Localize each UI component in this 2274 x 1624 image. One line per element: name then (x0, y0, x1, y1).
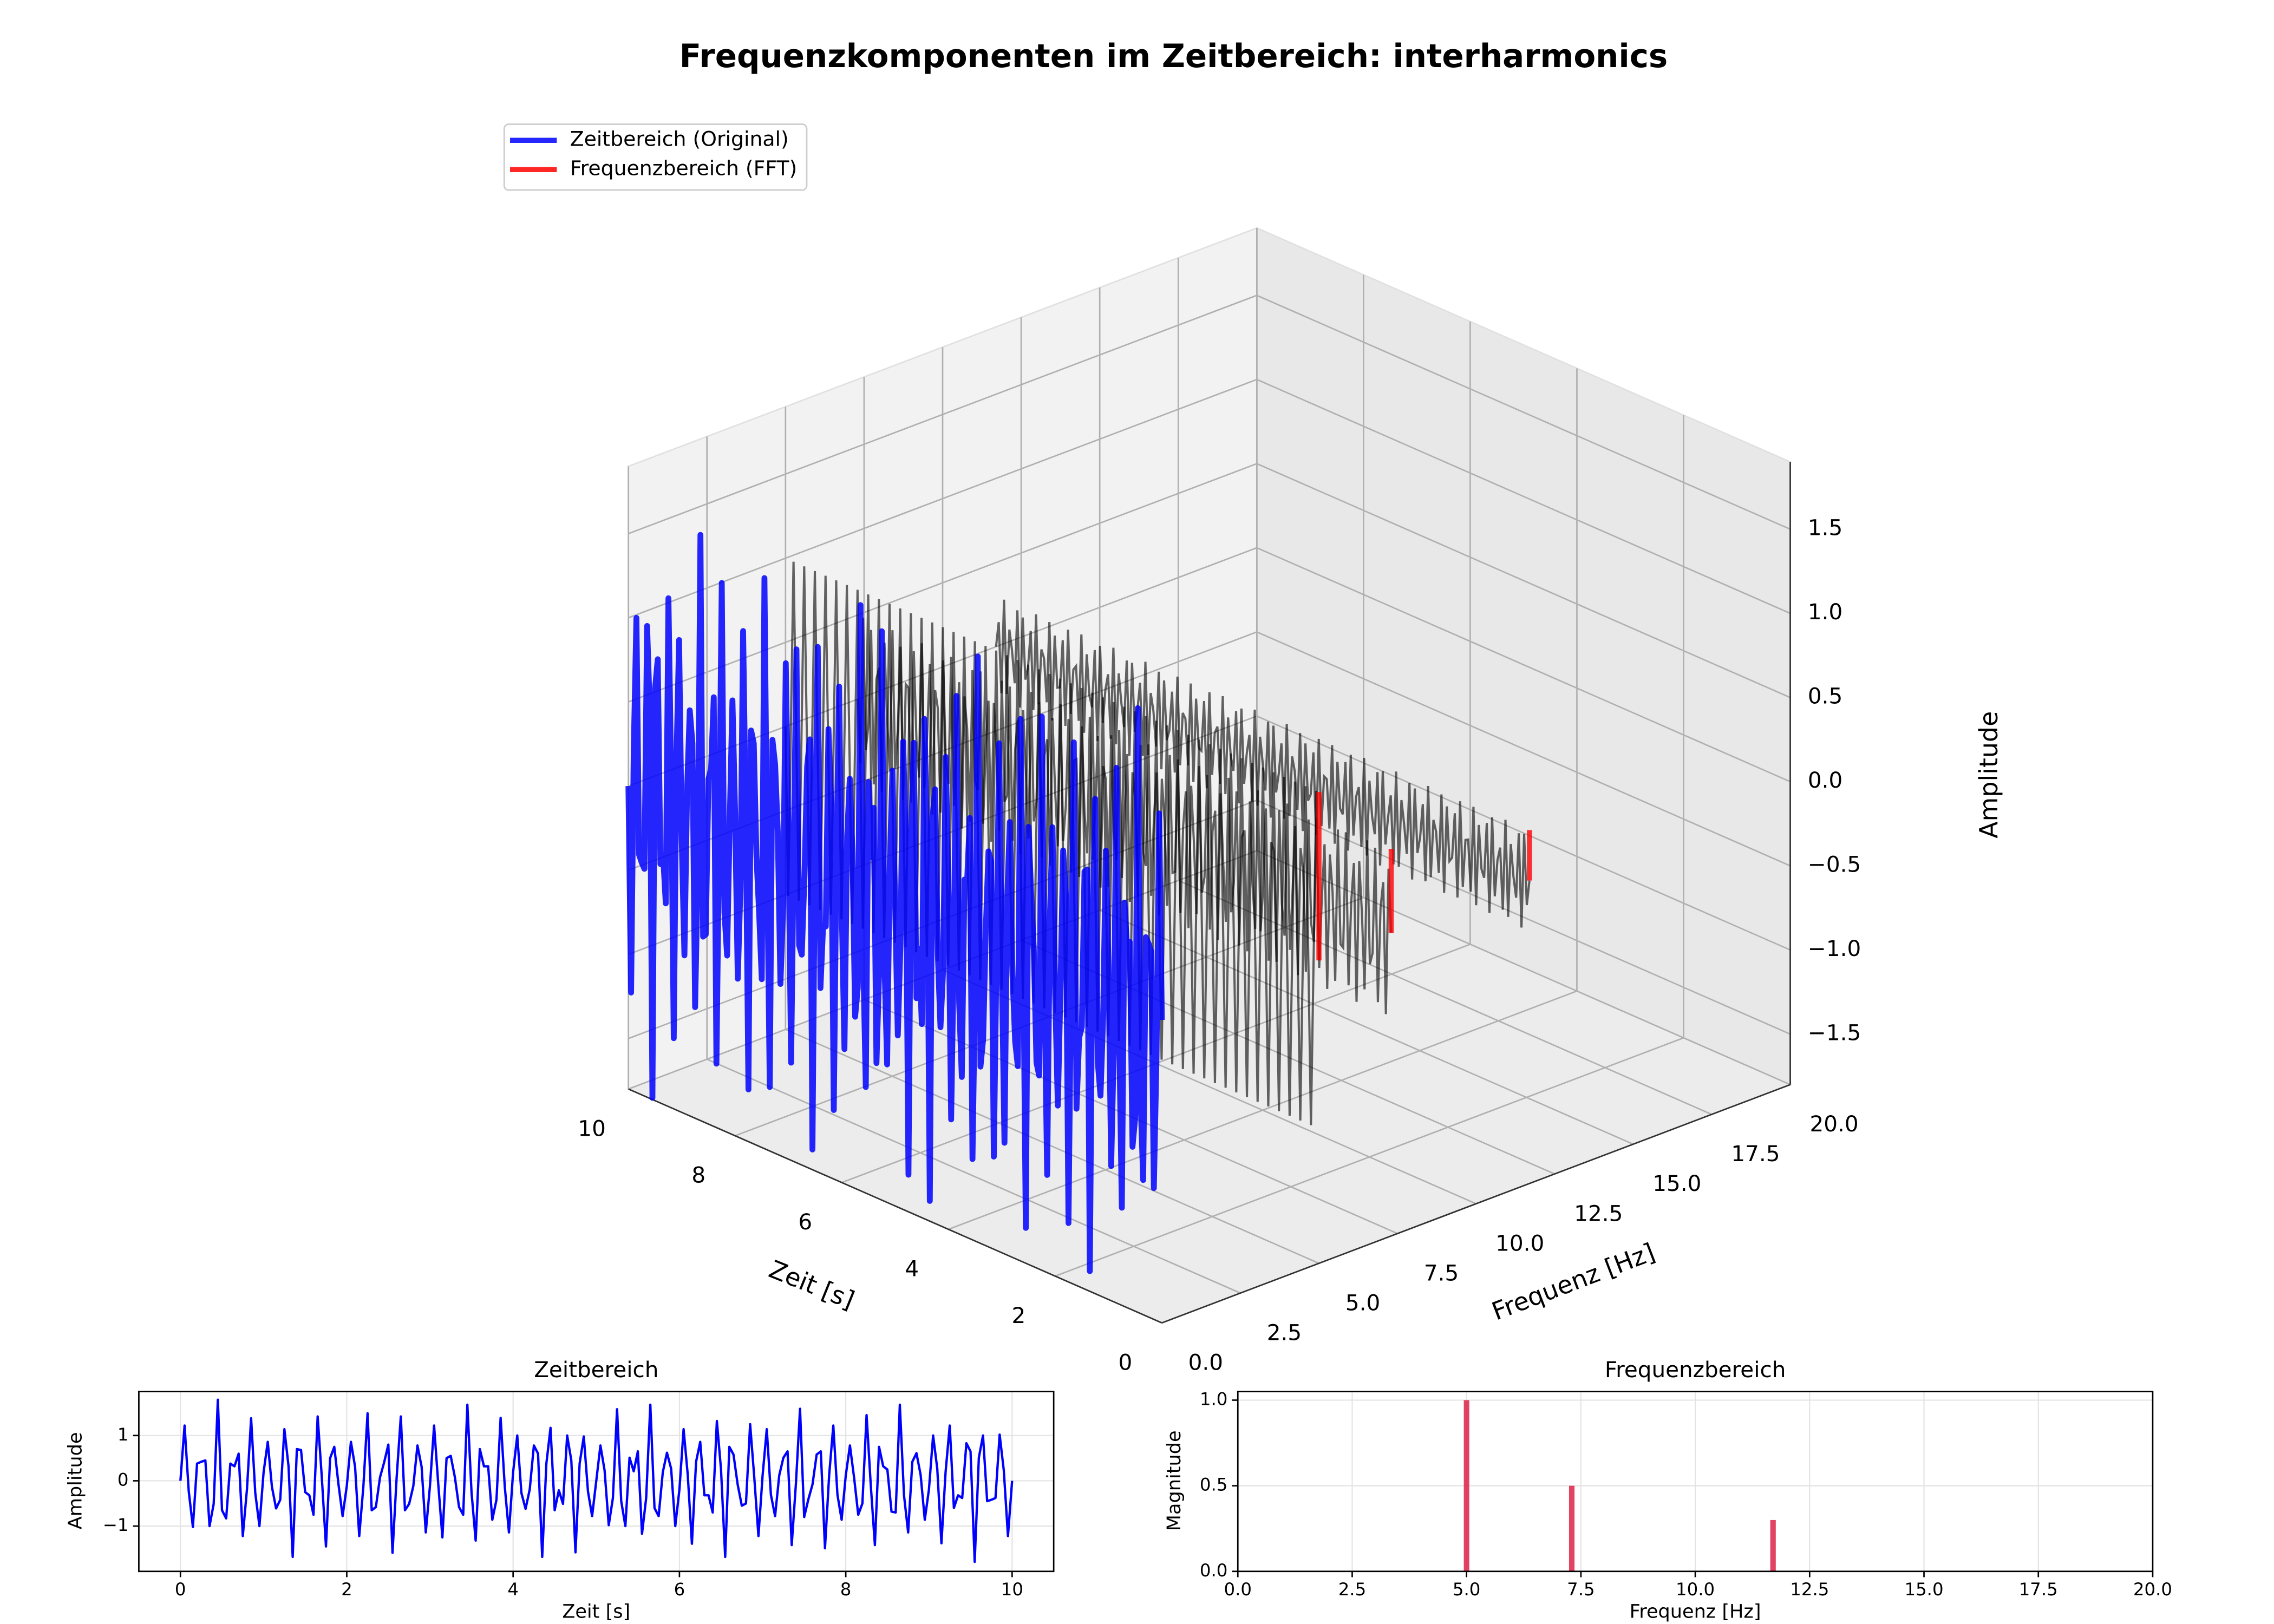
z-tick-label: 0.5 (1808, 683, 1842, 709)
grid-line (1256, 378, 1791, 614)
x-tick-label: 17.5 (2019, 1579, 2058, 1600)
x-tick-label: 6 (674, 1579, 685, 1600)
y-tick-label: 0.5 (1200, 1475, 1227, 1495)
subplot-title: Frequenzbereich (1605, 1357, 1786, 1383)
grid-line (1256, 294, 1791, 530)
y-tick-label: 1 (117, 1424, 129, 1445)
subplot-title: Zeitbereich (534, 1357, 658, 1383)
legend-label: Zeitbereich (Original) (570, 127, 789, 151)
grid-line (628, 378, 1257, 619)
z-axis-label: Amplitude (1974, 711, 2003, 839)
x-tick-label: 15.0 (1904, 1579, 1943, 1600)
grid-line (707, 1058, 1241, 1294)
z-tick-label: −1.5 (1808, 1019, 1861, 1045)
z-tick-label: −0.5 (1808, 851, 1861, 877)
grid-line (785, 1029, 1319, 1264)
x-axis-label: Zeit [s] (562, 1600, 630, 1622)
y-tick-label: 7.5 (1424, 1260, 1459, 1286)
x-tick-label: 0.0 (1224, 1579, 1252, 1600)
bar (1463, 1400, 1469, 1571)
grid-line (1256, 715, 1791, 951)
component-wave (995, 599, 1531, 928)
x-tick-label: 10 (1001, 1579, 1023, 1600)
line (179, 1398, 1014, 1563)
axis-line (628, 1088, 1162, 1324)
axis-line (1161, 1084, 1791, 1324)
z-tick-label: 1.5 (1808, 515, 1842, 541)
x-tick-label: 0 (1119, 1349, 1133, 1375)
x-tick-label: 2.5 (1338, 1579, 1366, 1600)
grid-line (1099, 909, 1633, 1145)
x-axis-label: Frequenz [Hz] (1630, 1600, 1761, 1622)
x-tick-label: 12.5 (1790, 1579, 1829, 1600)
grid-line (1256, 463, 1791, 698)
y-tick-label: 10.0 (1495, 1230, 1544, 1256)
z-tick-label: 0.0 (1808, 767, 1842, 793)
grid-line (1256, 850, 1791, 1085)
plot-frame (138, 1391, 1055, 1573)
legend-label: Frequenzbereich (FFT) (570, 156, 798, 180)
y-tick-label: 0 (117, 1469, 129, 1490)
y-axis-label: Amplitude (64, 1432, 86, 1529)
grid-line (1256, 631, 1791, 867)
y-tick-label: 1.0 (1200, 1389, 1227, 1409)
y-tick-label: 0.0 (1188, 1349, 1223, 1375)
y-tick-label: 12.5 (1574, 1200, 1623, 1226)
chart-title: Frequenzkomponenten im Zeitbereich: inte… (679, 38, 1668, 75)
legend-box (503, 123, 808, 191)
x-tick-label: 8 (691, 1162, 705, 1188)
z-tick-label: 1.0 (1808, 599, 1842, 625)
x-tick-label: 10 (578, 1115, 606, 1141)
x-tick-label: 4 (905, 1256, 919, 1282)
x-tick-label: 20.0 (2133, 1579, 2172, 1600)
y-tick-label: 15.0 (1652, 1170, 1701, 1196)
y-tick-label: 0.0 (1200, 1560, 1227, 1581)
x-tick-label: 7.5 (1567, 1579, 1595, 1600)
x-tick-label: 8 (840, 1579, 852, 1600)
z-tick-label: −1.0 (1808, 935, 1861, 961)
grid-line (628, 463, 1257, 703)
y-tick-label: 5.0 (1345, 1289, 1380, 1315)
y-axis-label: Magnitude (1163, 1430, 1185, 1531)
x-tick-label: 2 (1011, 1302, 1025, 1328)
y-tick-label: −1 (103, 1515, 129, 1535)
x-tick-label: 6 (798, 1209, 812, 1235)
grid-line (628, 294, 1257, 535)
y-tick-label: 2.5 (1267, 1319, 1302, 1345)
x-tick-label: 0 (175, 1579, 186, 1600)
time-signal-3d (625, 532, 1165, 1274)
plot-frame (1237, 1391, 2154, 1573)
grid-line (1256, 547, 1791, 783)
x-tick-label: 4 (507, 1579, 519, 1600)
y-tick-label: 20.0 (1809, 1111, 1858, 1137)
x-tick-label: 2 (341, 1579, 352, 1600)
grid-line (942, 969, 1476, 1204)
bar (1569, 1485, 1575, 1571)
y-tick-label: 17.5 (1731, 1141, 1780, 1167)
x-tick-label: 10.0 (1676, 1579, 1715, 1600)
x-tick-label: 5.0 (1453, 1579, 1480, 1600)
bar (1770, 1520, 1776, 1571)
